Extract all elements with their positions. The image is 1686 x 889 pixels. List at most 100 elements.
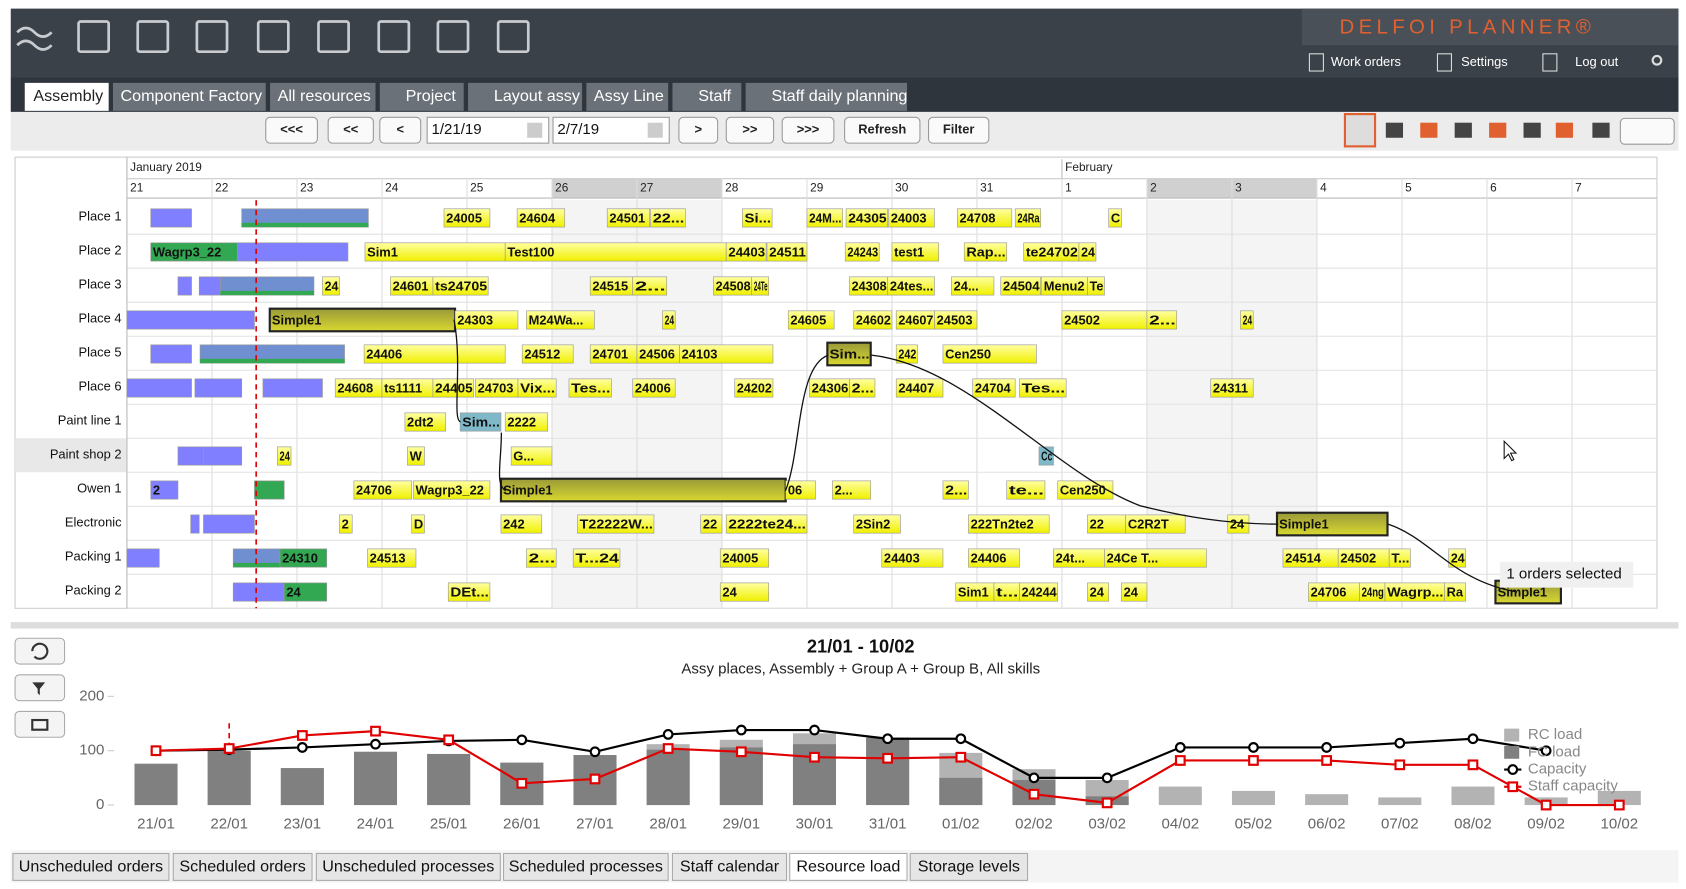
- task-order[interactable]: [942, 480, 969, 500]
- task-order[interactable]: [363, 344, 506, 364]
- task-order[interactable]: [516, 208, 566, 228]
- nav-button[interactable]: [678, 116, 719, 144]
- task-order[interactable]: [353, 480, 413, 500]
- task-order[interactable]: [367, 548, 417, 568]
- tab[interactable]: [672, 82, 742, 111]
- task-order[interactable]: [432, 276, 489, 296]
- task-order[interactable]: [725, 514, 808, 534]
- task-order[interactable]: [806, 208, 843, 228]
- task-order[interactable]: [517, 378, 557, 398]
- task-order[interactable]: [845, 208, 889, 228]
- task-blue[interactable]: [194, 378, 243, 398]
- task-order[interactable]: [1444, 582, 1467, 602]
- task-selected[interactable]: [826, 341, 872, 367]
- task-blue[interactable]: [262, 378, 323, 398]
- tab[interactable]: [379, 82, 464, 111]
- module-icon[interactable]: [436, 20, 470, 54]
- bottom-tab[interactable]: [789, 852, 908, 881]
- task-blue[interactable]: [203, 514, 255, 534]
- tab[interactable]: [270, 82, 376, 111]
- task-blue[interactable]: [177, 276, 192, 296]
- task-green[interactable]: [254, 480, 285, 500]
- task-order[interactable]: [700, 514, 723, 534]
- task-order[interactable]: [454, 310, 519, 330]
- task-blue[interactable]: [150, 344, 192, 364]
- bottom-tab[interactable]: [909, 852, 1029, 881]
- task-order[interactable]: [572, 548, 621, 568]
- task-order[interactable]: [662, 310, 676, 330]
- view-toggle[interactable]: [1523, 122, 1541, 138]
- task-order[interactable]: [887, 276, 935, 296]
- task-order[interactable]: [766, 242, 808, 262]
- task-order[interactable]: [577, 514, 655, 534]
- task-order[interactable]: [277, 446, 292, 466]
- view-toggle[interactable]: [1420, 122, 1438, 138]
- task-order[interactable]: [404, 412, 447, 432]
- task-order[interactable]: [968, 514, 1050, 534]
- task-order[interactable]: [339, 514, 353, 534]
- filter-button[interactable]: [927, 116, 990, 144]
- task-order[interactable]: [526, 548, 557, 568]
- task-order[interactable]: [844, 242, 880, 262]
- task-order[interactable]: [632, 378, 676, 398]
- task-order[interactable]: [413, 480, 491, 500]
- task-order[interactable]: [951, 276, 995, 296]
- task-order[interactable]: [1104, 548, 1207, 568]
- task-order[interactable]: [1146, 310, 1178, 330]
- view-toggle[interactable]: [1385, 122, 1404, 138]
- task-green[interactable]: [279, 548, 328, 568]
- task-order[interactable]: [504, 412, 549, 432]
- task-order[interactable]: [606, 208, 651, 228]
- task-order[interactable]: [1087, 276, 1105, 296]
- task-order[interactable]: [407, 446, 425, 466]
- task-order[interactable]: [968, 548, 1020, 568]
- nav-button[interactable]: [781, 116, 835, 144]
- bottom-tab[interactable]: [503, 852, 669, 881]
- view-toggle[interactable]: [1592, 122, 1610, 138]
- view-toggle[interactable]: [1555, 122, 1574, 138]
- view-toggle[interactable]: [1454, 122, 1472, 138]
- tab[interactable]: [586, 82, 669, 111]
- task-order[interactable]: [1240, 310, 1254, 330]
- task-green[interactable]: [283, 582, 328, 602]
- task-order[interactable]: [881, 548, 944, 568]
- task-order[interactable]: [957, 208, 1013, 228]
- task-order[interactable]: [679, 344, 774, 364]
- tab[interactable]: [112, 82, 266, 111]
- task-order[interactable]: [411, 514, 425, 534]
- nav-button[interactable]: [327, 116, 374, 144]
- refresh-button[interactable]: [844, 116, 921, 144]
- bottom-tab[interactable]: [12, 852, 170, 881]
- module-icon[interactable]: [136, 20, 170, 54]
- module-icon[interactable]: [256, 20, 290, 54]
- task-blue[interactable]: [198, 276, 221, 296]
- task-blue[interactable]: [203, 446, 243, 466]
- task-order[interactable]: [1227, 514, 1250, 534]
- nav-button[interactable]: [379, 116, 422, 144]
- task-order[interactable]: [719, 548, 770, 568]
- task-order[interactable]: [891, 242, 940, 262]
- task-order[interactable]: [1108, 208, 1122, 228]
- task-blue[interactable]: [237, 242, 349, 262]
- task-order[interactable]: [942, 344, 1037, 364]
- task-blue[interactable]: [126, 378, 192, 398]
- task-blue[interactable]: [150, 480, 179, 500]
- task-blue[interactable]: [126, 310, 255, 330]
- comment-button[interactable]: [1619, 117, 1675, 145]
- task-order[interactable]: [521, 344, 574, 364]
- module-icon[interactable]: [77, 20, 111, 54]
- task-order[interactable]: [1078, 242, 1097, 262]
- task-order[interactable]: [853, 514, 901, 534]
- bottom-tab[interactable]: [671, 852, 788, 881]
- task-order[interactable]: [832, 480, 872, 500]
- nav-button[interactable]: [265, 116, 318, 144]
- task-order[interactable]: [972, 378, 1016, 398]
- task-blue[interactable]: [126, 548, 160, 568]
- task-order[interactable]: [526, 310, 595, 330]
- task-order[interactable]: [568, 378, 612, 398]
- nav-button[interactable]: [725, 116, 775, 144]
- tab[interactable]: [745, 82, 908, 111]
- tab[interactable]: [24, 82, 109, 111]
- task-order[interactable]: [888, 208, 935, 228]
- task-order[interactable]: [742, 208, 773, 228]
